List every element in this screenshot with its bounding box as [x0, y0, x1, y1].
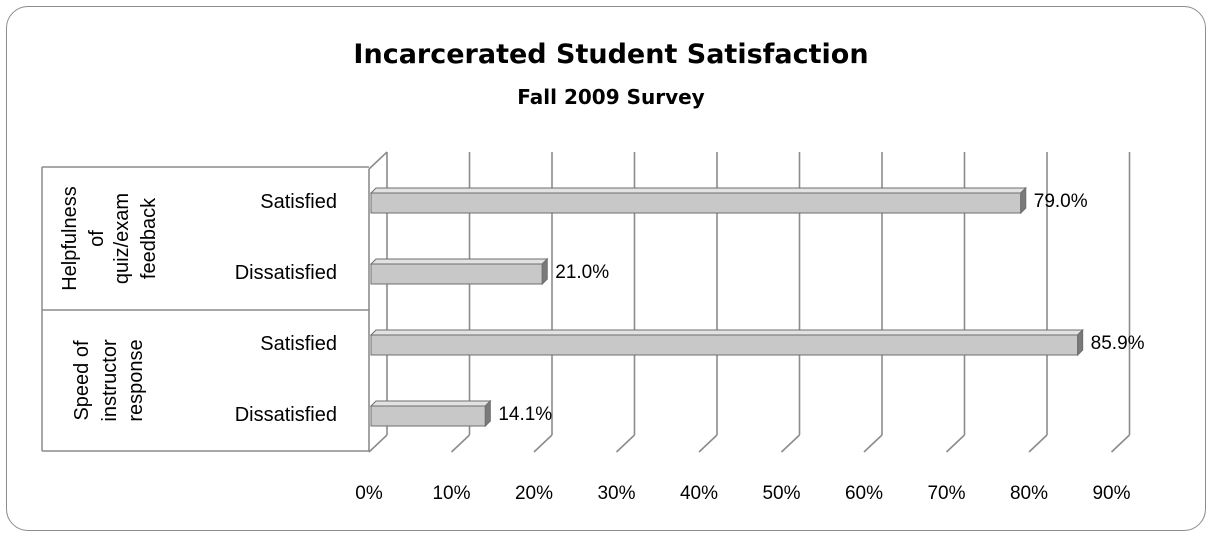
x-tick-label: 40%	[680, 483, 718, 504]
gridline-floor	[945, 434, 966, 453]
group-label-line: Speed of	[71, 340, 93, 421]
x-tick-label: 90%	[1092, 483, 1130, 504]
axis-wall-top	[368, 151, 388, 170]
bar-side	[541, 257, 548, 286]
group-label-line: quiz/exam	[111, 193, 133, 284]
bar-top	[369, 400, 492, 407]
bar-side	[484, 399, 491, 428]
x-tick-label: 30%	[597, 483, 635, 504]
bar	[370, 334, 1079, 356]
chart-area	[6, 6, 1206, 531]
gridline-floor	[1110, 434, 1131, 453]
category-label: Dissatisfied	[235, 262, 337, 284]
group-label-line: instructor	[99, 339, 121, 422]
gridline-floor	[1028, 434, 1048, 453]
bar	[370, 263, 543, 285]
group-label-line: of	[86, 230, 108, 247]
gridline-floor	[863, 434, 883, 453]
chart-subtitle: Fall 2009 Survey	[517, 85, 704, 109]
data-label: 85.9%	[1091, 333, 1145, 354]
bar-side	[1020, 186, 1027, 215]
bars	[369, 186, 1084, 428]
bar-side	[1077, 328, 1084, 357]
data-label: 14.1%	[498, 404, 552, 425]
axis-wall-floor	[368, 434, 388, 453]
x-tick-label: 0%	[355, 483, 383, 504]
gridline-floor	[698, 434, 718, 453]
bar-top	[369, 329, 1084, 336]
x-tick-label: 50%	[762, 483, 800, 504]
bar	[370, 405, 486, 427]
gridline-floor	[533, 434, 553, 453]
category-label: Satisfied	[260, 333, 337, 355]
category-label: Satisfied	[260, 191, 337, 213]
chart-title: Incarcerated Student Satisfaction	[353, 39, 868, 70]
gridline-floor	[780, 434, 801, 453]
bar-top	[369, 258, 549, 265]
data-labels: 79.0% 21.0% 85.9% 14.1%	[498, 191, 1144, 425]
x-tick-label: 10%	[432, 483, 470, 504]
gridline-floor	[450, 434, 471, 453]
data-label: 21.0%	[555, 262, 609, 283]
data-label: 79.0%	[1034, 191, 1088, 212]
bar-top	[369, 187, 1027, 194]
category-axis: Helpfulness of quiz/exam feedback Satisfied D…	[41, 151, 388, 453]
bar	[370, 192, 1022, 214]
group-label-line: response	[125, 339, 147, 421]
x-tick-label: 70%	[927, 483, 965, 504]
group-label-line: Helpfulness	[59, 186, 81, 291]
gridline-floor	[615, 434, 636, 453]
x-tick-label: 60%	[845, 483, 883, 504]
category-label: Dissatisfied	[235, 404, 337, 426]
x-tick-label: 20%	[515, 483, 553, 504]
group-label-line: feedback	[138, 197, 160, 279]
x-tick-label: 80%	[1010, 483, 1048, 504]
x-axis-ticks: 0% 10% 20% 30% 40% 50% 60% 70% 80% 90%	[355, 483, 1130, 504]
